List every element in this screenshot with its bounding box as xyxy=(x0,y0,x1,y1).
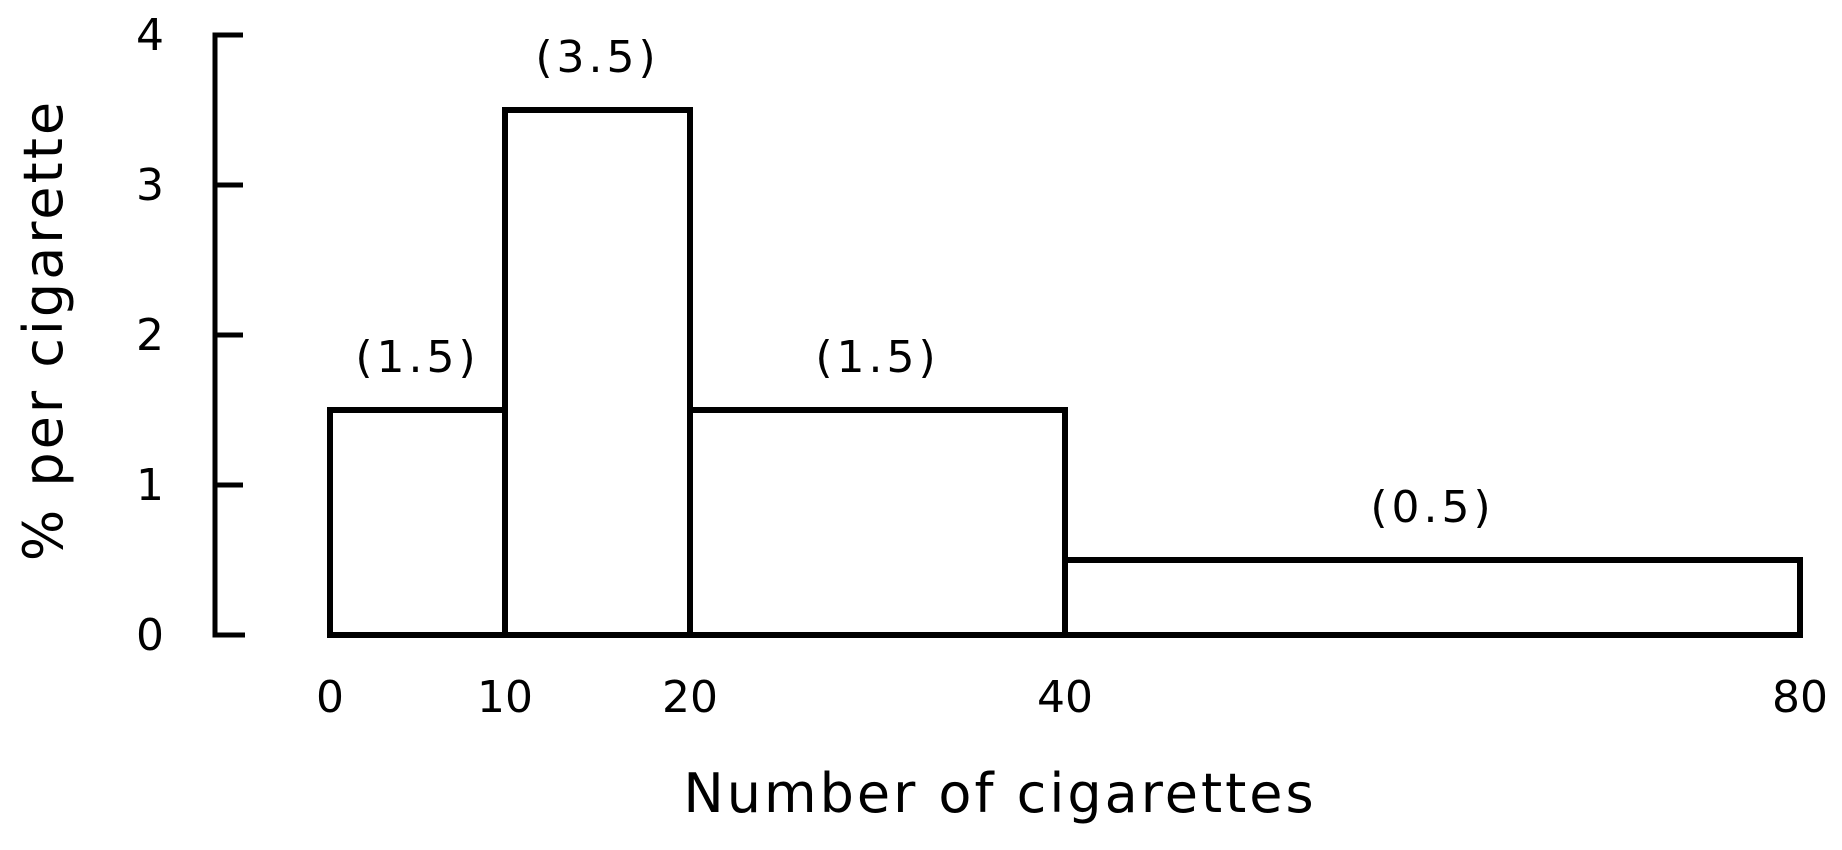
x-axis-title: Number of cigarettes xyxy=(683,762,1316,825)
bar-label-0: (1.5) xyxy=(355,332,479,383)
bar-label-3: (0.5) xyxy=(1370,482,1494,533)
y-tick-label-4: 4 xyxy=(136,10,164,61)
y-axis: 0 1 2 3 4 xyxy=(136,10,245,661)
x-tick-label-40: 40 xyxy=(1037,672,1093,723)
x-tick-label-0: 0 xyxy=(316,672,344,723)
x-axis-ticks: 0 10 20 40 80 xyxy=(316,672,1828,723)
bar-1 xyxy=(502,107,693,638)
x-tick-label-20: 20 xyxy=(662,672,718,723)
y-tick-label-3: 3 xyxy=(136,160,164,211)
x-tick-label-10: 10 xyxy=(477,672,533,723)
bar-3 xyxy=(1062,557,1803,638)
bar-label-1: (3.5) xyxy=(535,32,659,83)
y-tick-label-2: 2 xyxy=(136,310,164,361)
bars xyxy=(327,107,1803,638)
bar-2 xyxy=(687,407,1068,638)
y-tick-label-0: 0 xyxy=(136,610,164,661)
bar-value-labels: (1.5) (3.5) (1.5) (0.5) xyxy=(355,32,1494,533)
bar-0 xyxy=(327,407,508,638)
bar-label-2: (1.5) xyxy=(815,332,939,383)
y-axis-title: % per cigarette xyxy=(12,99,75,561)
y-tick-label-1: 1 xyxy=(136,460,164,511)
x-tick-label-80: 80 xyxy=(1772,672,1828,723)
